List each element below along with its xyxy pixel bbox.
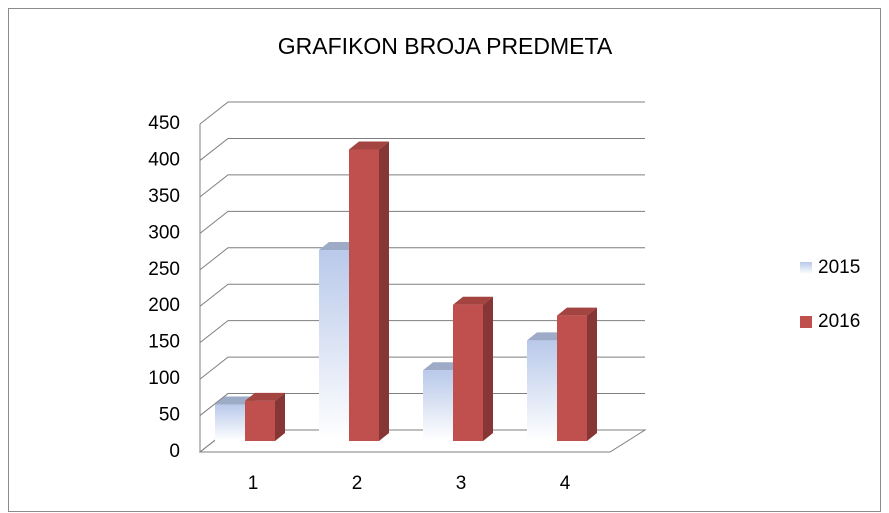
y-tick-label: 350: [148, 186, 180, 207]
bar-side-shade: [379, 141, 389, 441]
bar: [245, 400, 275, 441]
bar: [319, 250, 349, 441]
chart-title: GRAFIKON BROJA PREDMETA: [278, 33, 613, 59]
bar-side-shade: [483, 296, 493, 441]
grid-line: [199, 210, 645, 234]
y-tick-label: 400: [148, 149, 180, 170]
x-tick-label: 4: [560, 473, 571, 494]
y-tick-label: 100: [148, 368, 180, 389]
bar-side-shade: [587, 307, 597, 441]
bar-top: [453, 296, 493, 305]
bar-side-shade: [275, 392, 285, 441]
bar: [453, 304, 483, 441]
bar: [349, 149, 379, 441]
legend-label: 2015: [818, 257, 860, 278]
grid-line: [199, 283, 645, 307]
y-tick-label: 50: [159, 405, 180, 426]
grid-line: [199, 247, 645, 271]
grid-line: [199, 393, 645, 416]
bar: [527, 340, 557, 441]
bar-top: [245, 392, 285, 401]
legend-label: 2016: [818, 311, 860, 332]
bar-side: [483, 296, 493, 441]
bar-top-shade: [453, 296, 493, 305]
bar: [423, 370, 453, 441]
x-tick-label: 1: [248, 473, 259, 494]
grid-line: [199, 356, 645, 380]
grid-line: [199, 137, 645, 161]
bar-top-shade: [557, 307, 597, 316]
legend-swatch: [800, 262, 812, 274]
y-tick-label: 150: [148, 332, 180, 353]
bar: [557, 315, 587, 441]
bar-top-shade: [349, 141, 389, 150]
grid-line: [199, 174, 645, 198]
grid-line: [199, 320, 645, 344]
x-tick-label: 2: [352, 473, 363, 494]
bar: [215, 404, 245, 441]
y-tick-label: 300: [148, 222, 180, 243]
legend-swatch: [800, 316, 812, 328]
bar-side: [379, 141, 389, 441]
bar-top: [557, 307, 597, 316]
grid-line: [199, 101, 645, 125]
bar-top: [349, 141, 389, 150]
x-tick-label: 3: [456, 473, 467, 494]
bar-side: [275, 392, 285, 441]
y-tick-label: 200: [148, 295, 180, 316]
y-tick-label: 0: [169, 441, 180, 462]
bar-side: [587, 307, 597, 441]
y-tick-label: 450: [148, 113, 180, 134]
y-tick-label: 250: [148, 259, 180, 280]
bar-top-shade: [245, 392, 285, 401]
